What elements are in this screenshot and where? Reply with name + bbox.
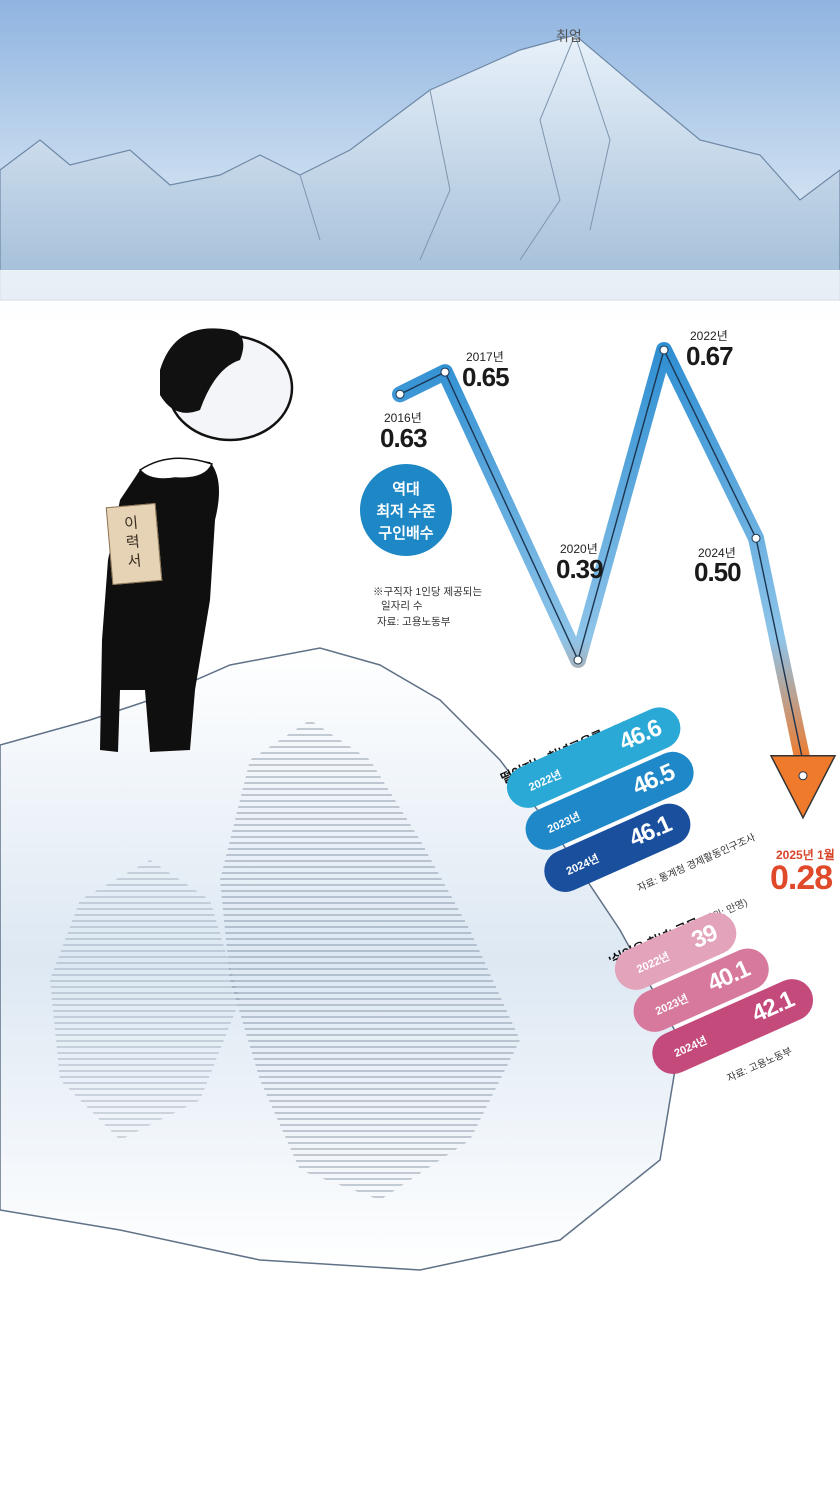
youth-employment-year-2022: 2022년 bbox=[527, 768, 564, 794]
youth-employment-year-2023: 2023년 bbox=[545, 810, 583, 836]
cloud-layer bbox=[0, 270, 840, 340]
headline-bubble: 역대 최저 수준 구인배수 bbox=[360, 464, 452, 556]
point-value-2016: 0.63 bbox=[380, 423, 428, 453]
youth-employment-value-2023: 46.5 bbox=[628, 758, 679, 801]
ridge-lines bbox=[299, 34, 611, 261]
resting-youth-value-2022: 39 bbox=[687, 919, 722, 955]
youth-employment-value-2024: 46.1 bbox=[625, 810, 676, 853]
peak-label: 취업 bbox=[556, 28, 582, 44]
resting-youth-value-2024: 42.1 bbox=[747, 985, 798, 1029]
line-point-3 bbox=[573, 655, 583, 665]
footnote-source: 자료: 고용노동부 bbox=[377, 615, 451, 628]
point-year-2025-jan: 2025년 1월 bbox=[776, 848, 835, 862]
footnote-line-1: ※구직자 1인당 제공되는 bbox=[373, 585, 483, 598]
bubble-line-1: 역대 bbox=[392, 481, 420, 498]
line-points bbox=[395, 345, 808, 781]
resume-label: 이력서 bbox=[123, 514, 143, 571]
bubble-line-2: 최저 수준 bbox=[376, 503, 436, 520]
snow-shoulder bbox=[138, 457, 214, 480]
point-year-2024: 2024년 bbox=[698, 546, 736, 560]
line-point-2 bbox=[440, 367, 450, 377]
resting-youth-value-2023: 40.1 bbox=[703, 955, 754, 998]
point-value-2020: 0.39 bbox=[556, 554, 604, 584]
point-year-2020: 2020년 bbox=[560, 542, 598, 556]
line-point-4 bbox=[659, 345, 669, 355]
point-year-2022: 2022년 bbox=[690, 329, 728, 343]
resting-youth-year-2024: 2024년 bbox=[672, 1034, 710, 1060]
summit-range bbox=[0, 34, 840, 301]
point-year-2016: 2016년 bbox=[384, 411, 422, 425]
line-point-6 bbox=[798, 771, 808, 781]
cliff-shading-left bbox=[50, 860, 240, 1140]
footnote-line-2: 일자리 수 bbox=[381, 599, 423, 612]
point-value-2017: 0.65 bbox=[462, 362, 510, 392]
hair bbox=[160, 328, 244, 413]
line-point-5 bbox=[751, 533, 761, 543]
arrow-head bbox=[769, 755, 837, 820]
point-value-2024: 0.50 bbox=[694, 557, 742, 587]
resting-youth-year-2023: 2023년 bbox=[653, 992, 691, 1018]
point-year-2017: 2017년 bbox=[466, 350, 504, 364]
line-point-1 bbox=[395, 389, 405, 399]
point-value-2022: 0.67 bbox=[686, 341, 734, 371]
youth-employment-value-2022: 46.6 bbox=[615, 714, 666, 757]
resting-youth-year-2022: 2022년 bbox=[635, 950, 672, 976]
job-openings-line-edge bbox=[399, 349, 804, 762]
cliff-shading bbox=[220, 720, 520, 1200]
youth-employment-year-2024: 2024년 bbox=[564, 852, 602, 878]
point-value-2025-jan: 0.28 bbox=[770, 859, 833, 897]
resume-sheet: 이력서 bbox=[105, 502, 163, 586]
bubble-line-3: 구인배수 bbox=[378, 525, 434, 542]
